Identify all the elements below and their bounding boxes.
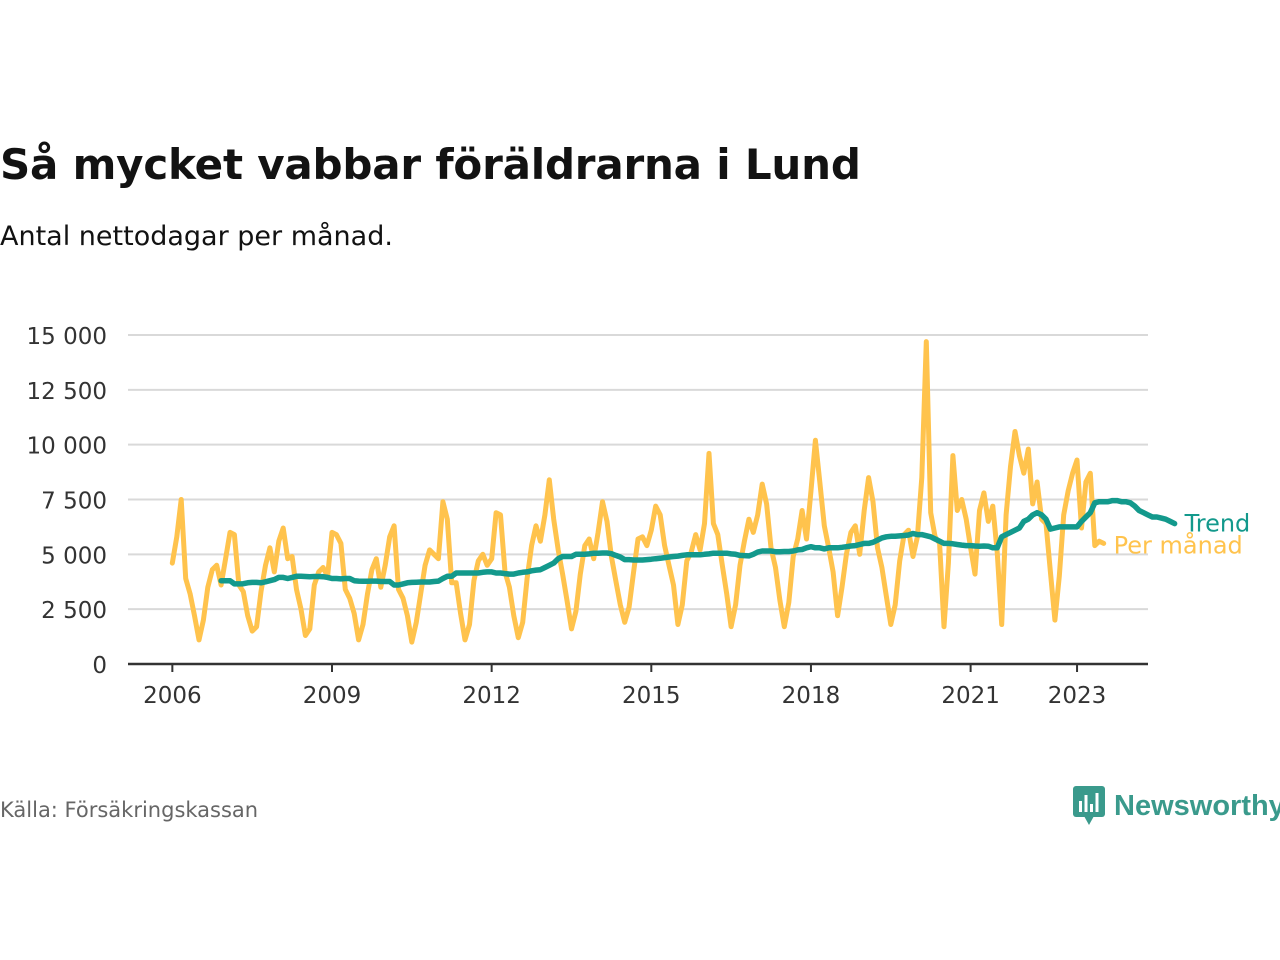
y-tick-label: 5 000 [41,543,107,569]
x-tick-label: 2018 [782,683,841,709]
x-tick-label: 2023 [1048,683,1107,709]
chart-title: Så mycket vabbar föräldrarna i Lund [0,140,861,189]
y-tick-label: 7 500 [41,489,107,515]
series-line-per-manad [169,339,1107,645]
y-tick-label: 10 000 [27,434,107,460]
x-tick-label: 2006 [143,683,202,709]
y-tick-label: 15 000 [27,324,107,350]
grid-lines [128,334,1148,611]
y-tick-label: 0 [92,653,107,679]
newsworthy-logo: Newsworthy [1072,784,1280,828]
y-tick-label: 12 500 [27,379,107,405]
x-tick-label: 2012 [462,683,521,709]
y-axis-ticks: 0 2 500 5 000 7 500 10 000 12 500 15 000 [27,324,107,679]
series-label-trend: Trend [1184,510,1251,538]
x-axis-ticks: 2006 2009 2012 2015 2018 2021 2023 [143,664,1106,709]
series-line-trend [218,497,1178,588]
x-tick-label: 2021 [941,683,1000,709]
x-tick-label: 2009 [303,683,362,709]
series-lines [169,339,1178,645]
y-tick-label: 2 500 [41,598,107,624]
x-tick-label: 2015 [622,683,681,709]
logo-text: Newsworthy [1114,789,1280,822]
bar-chart-icon [1073,786,1105,825]
source-note: Källa: Försäkringskassan [0,798,259,822]
series-label-per-manad: Per månad [1114,531,1243,560]
chart-subtitle: Antal nettodagar per månad. [0,221,393,252]
